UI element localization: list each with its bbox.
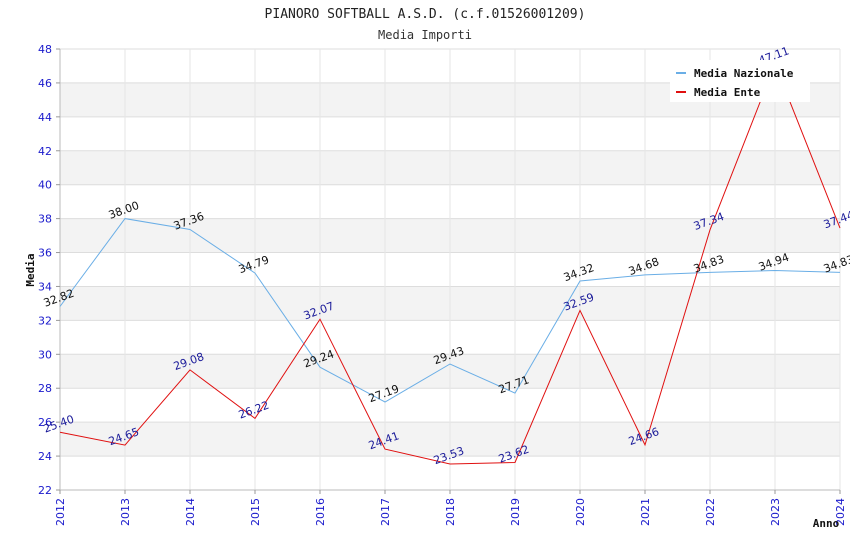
gridlines — [59, 48, 841, 491]
x-tick-label: 2014 — [184, 498, 197, 526]
x-tick-label: 2019 — [509, 498, 522, 526]
y-axis-ticks: 22 24 26 28 30 32 34 36 38 40 42 44 46 48 — [38, 43, 60, 497]
x-tick-label: 2012 — [54, 498, 67, 526]
data-label: 34.32 — [562, 261, 596, 284]
y-tick-label: 40 — [38, 179, 52, 192]
x-tick-label: 2020 — [574, 498, 587, 526]
y-tick-label: 36 — [38, 247, 52, 260]
legend-label: Media Ente — [694, 86, 761, 99]
y-tick-label: 32 — [38, 314, 52, 327]
y-tick-label: 26 — [38, 416, 52, 429]
series-lines — [59, 62, 841, 465]
y-tick-label: 34 — [38, 280, 52, 293]
y-tick-label: 30 — [38, 348, 52, 361]
y-tick-label: 28 — [38, 382, 52, 395]
series-line-media-nazionale — [59, 218, 841, 403]
legend-box — [670, 60, 810, 102]
x-tick-label: 2016 — [314, 498, 327, 526]
x-tick-label: 2017 — [379, 498, 392, 526]
y-tick-label: 44 — [38, 111, 52, 124]
legend-label: Media Nazionale — [694, 67, 794, 80]
series-line-media-ente — [59, 62, 841, 465]
x-axis-label: Anno — [813, 517, 840, 530]
data-label: 26.22 — [237, 399, 271, 422]
x-tick-label: 2024 — [834, 498, 847, 526]
x-tick-label: 2015 — [249, 498, 262, 526]
y-tick-label: 38 — [38, 213, 52, 226]
chart-title: PIANORO SOFTBALL A.S.D. (c.f.01526001209… — [265, 7, 586, 22]
chart-subtitle: Media Importi — [378, 28, 472, 42]
x-axis-ticks: 2012 2013 2014 2015 2016 2017 2018 2019 2020 2021… — [54, 490, 847, 526]
x-tick-label: 2013 — [119, 498, 132, 526]
y-tick-label: 46 — [38, 77, 52, 90]
x-tick-label: 2022 — [704, 498, 717, 526]
legend: Media Nazionale Media Ente — [670, 60, 810, 102]
y-tick-label: 42 — [38, 145, 52, 158]
x-tick-label: 2018 — [444, 498, 457, 526]
y-axis-label: Media — [24, 253, 37, 286]
x-tick-label: 2023 — [769, 498, 782, 526]
x-tick-label: 2021 — [639, 498, 652, 526]
y-tick-label: 22 — [38, 484, 52, 497]
y-tick-label: 24 — [38, 450, 52, 463]
y-tick-label: 48 — [38, 43, 52, 56]
